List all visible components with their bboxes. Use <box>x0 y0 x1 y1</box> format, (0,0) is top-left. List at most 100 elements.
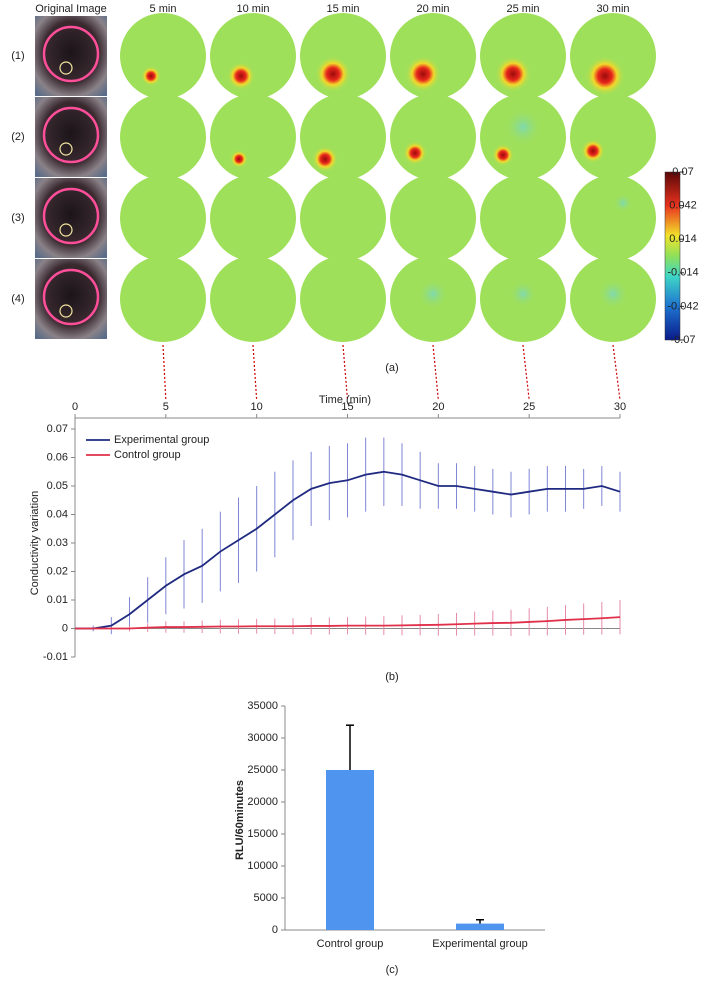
heatmap-disc <box>300 256 386 342</box>
colorbar-tick-label: 0.07 <box>672 166 693 178</box>
caption: (c) <box>386 964 399 976</box>
x-tick-label: 15 <box>341 401 353 413</box>
colorbar-tick-label: 0.014 <box>669 233 697 245</box>
photo <box>35 97 107 177</box>
bar <box>456 923 504 930</box>
heatmap-hotspot <box>227 62 255 90</box>
heatmap-hotspot <box>581 139 605 163</box>
heatmap-hotspot <box>141 66 161 86</box>
colorbar-tick-label: -0.07 <box>670 334 695 346</box>
y-tick-label: 25000 <box>247 764 278 776</box>
column-title: 15 min <box>326 3 359 15</box>
colorbar <box>664 171 681 341</box>
panel-a: Original Image 5 min 10 min 15 min 20 min 25 … <box>11 3 698 374</box>
bar <box>326 770 374 930</box>
photo-marker <box>59 223 73 237</box>
y-tick-label: 0.03 <box>47 537 68 549</box>
data-line <box>75 470 621 630</box>
y-tick-label: 0.02 <box>47 565 68 577</box>
photo <box>35 259 107 339</box>
photo-marker <box>59 304 73 318</box>
photo <box>35 178 107 258</box>
heatmap-hotspot <box>315 56 351 92</box>
heatmap-coolspot <box>597 278 629 310</box>
x-tick-label: 0 <box>72 401 78 413</box>
colorbar-tick-label: -0.014 <box>667 267 698 279</box>
heatmap-hotspot <box>405 56 441 92</box>
panel-b: 0 5 10 15 20 25 30 Time (min) -0.01 0 0.01 0.02 0.03… <box>29 344 626 683</box>
photo-marker <box>59 142 73 156</box>
row-label: (4) <box>11 293 24 305</box>
heatmap-disc <box>570 94 656 180</box>
heatmap-hotspot <box>495 56 531 92</box>
connector <box>252 344 258 401</box>
x-tick-label: 10 <box>251 401 263 413</box>
connector <box>162 344 167 401</box>
heatmap-hotspot <box>492 144 514 166</box>
caption: (a) <box>385 362 398 374</box>
y-tick-label: -0.01 <box>43 651 68 663</box>
x-tick-label: 30 <box>614 401 626 413</box>
y-tick-label: 0 <box>62 622 68 634</box>
photo-ring <box>42 187 100 245</box>
heatmap-coolspot <box>613 193 633 213</box>
heatmap-coolspot <box>503 107 543 147</box>
colorbar-tick-label: -0.042 <box>667 300 698 312</box>
data-line <box>75 616 621 630</box>
heatmap-disc <box>210 256 296 342</box>
y-axis-label: RLU/60minutes <box>234 780 246 860</box>
row-label: (1) <box>11 50 24 62</box>
y-tick-label: 15000 <box>247 828 278 840</box>
row-label: (2) <box>11 131 24 143</box>
heatmap-disc <box>300 175 386 261</box>
heatmap-disc <box>210 94 296 180</box>
heatmap-disc <box>300 94 386 180</box>
connector <box>432 344 439 401</box>
legend-label: Experimental group <box>114 434 209 446</box>
photo <box>35 16 107 96</box>
y-tick-label: 0.04 <box>47 508 68 520</box>
heatmap-hotspot <box>403 141 427 165</box>
legend-label: Control group <box>114 449 181 461</box>
x-tick-label: Control group <box>317 938 384 950</box>
y-tick-label: 0.06 <box>47 451 68 463</box>
x-tick-label: 20 <box>432 401 444 413</box>
heatmap-hotspot <box>230 150 248 168</box>
y-tick-label: 0.05 <box>47 480 68 492</box>
x-tick-label: 5 <box>163 401 169 413</box>
heatmap-coolspot <box>509 280 537 308</box>
column-title: 20 min <box>416 3 449 15</box>
y-tick-label: 35000 <box>247 700 278 712</box>
column-title: 30 min <box>596 3 629 15</box>
connector <box>342 344 349 401</box>
x-tick-label: 25 <box>523 401 535 413</box>
y-tick-label: 5000 <box>254 892 278 904</box>
heatmap-disc <box>120 175 206 261</box>
y-tick-label: 0 <box>272 924 278 936</box>
heatmap-disc <box>390 94 476 180</box>
photo-ring <box>42 268 100 326</box>
x-axis-label: Time (min) <box>319 394 371 406</box>
column-title: 5 min <box>150 3 177 15</box>
y-tick-label: 20000 <box>247 796 278 808</box>
y-axis-label: Conductivity variation <box>29 491 41 596</box>
heatmap-disc <box>210 13 296 99</box>
heatmap-disc <box>120 256 206 342</box>
column-title: 25 min <box>506 3 539 15</box>
column-title: Original Image <box>35 3 107 15</box>
y-tick-label: 0.07 <box>47 423 68 435</box>
column-title: 10 min <box>236 3 269 15</box>
colorbar-tick-label: 0.042 <box>669 200 697 212</box>
heatmap-disc <box>570 175 656 261</box>
y-tick-label: 30000 <box>247 732 278 744</box>
heatmap-disc <box>120 13 206 99</box>
row-label: (3) <box>11 212 24 224</box>
heatmap-disc <box>210 175 296 261</box>
panel-c: 0 5000 10000 15000 20000 25000 30000 35000 RLU/6… <box>234 700 545 976</box>
x-tick-label: Experimental group <box>432 938 527 950</box>
heatmap-disc <box>390 175 476 261</box>
photo-ring <box>42 106 100 164</box>
heatmap-disc <box>480 175 566 261</box>
